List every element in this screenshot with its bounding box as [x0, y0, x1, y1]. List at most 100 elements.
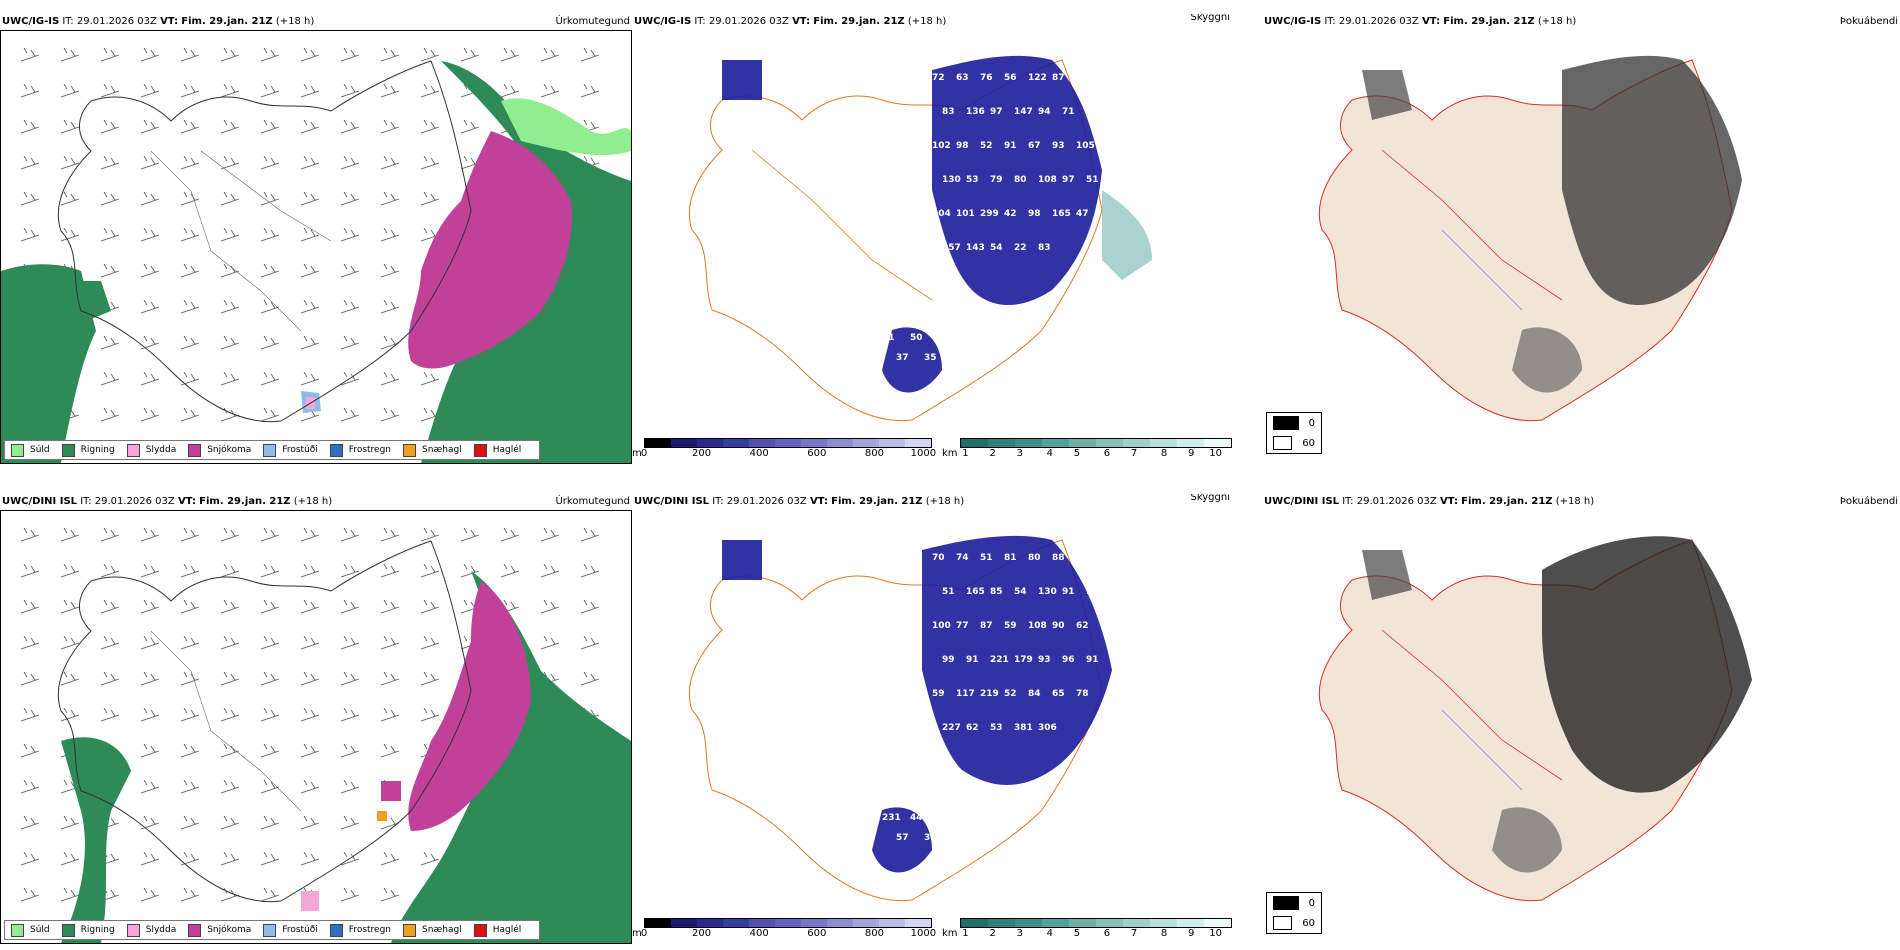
- wind-barb: [180, 227, 200, 242]
- wind-barb: [300, 599, 320, 614]
- cloud-value-label: 56: [1004, 73, 1017, 83]
- lead-time: (+18 h): [907, 16, 947, 27]
- cloud-value-label: 50: [910, 333, 923, 343]
- wind-barb: [20, 635, 40, 650]
- wind-barb: [580, 635, 600, 650]
- wind-barb: [380, 851, 400, 866]
- wind-barb: [20, 83, 40, 98]
- cloud-value-label: 21: [882, 333, 895, 343]
- wind-barb: [60, 527, 80, 542]
- wind-barb: [180, 191, 200, 206]
- wind-barb: [340, 707, 360, 722]
- cloud-value-label: 57: [896, 833, 909, 843]
- fog-key-row: 0: [1267, 413, 1321, 433]
- cloud-value-label: 77: [956, 621, 969, 631]
- legend-item: Snjókoma: [188, 923, 251, 937]
- colorbar-ticks: 1 2 3 4 5 6 7 8 9 10: [962, 928, 1223, 939]
- wind-barb: [300, 527, 320, 542]
- wind-barb: [300, 563, 320, 578]
- wind-barb: [140, 563, 160, 578]
- wind-barb: [380, 47, 400, 62]
- wind-barb: [180, 371, 200, 386]
- wind-barb: [380, 563, 400, 578]
- panel-header: UWC/IG-IS IT: 29.01.2026 03Z VT: Fim. 29…: [634, 14, 1230, 30]
- wind-barb: [100, 155, 120, 170]
- wind-barb: [60, 671, 80, 686]
- wind-barb: [20, 707, 40, 722]
- cloud-value-label: 117: [956, 689, 975, 699]
- wind-barb: [580, 599, 600, 614]
- wind-barb: [20, 671, 40, 686]
- panel-header: UWC/DINI ISL IT: 29.01.2026 03Z VT: Fim.…: [1264, 494, 1898, 510]
- wind-barb: [100, 563, 120, 578]
- cloud-value-label: 91: [1062, 587, 1075, 597]
- wind-barb: [420, 119, 440, 134]
- fog-key-row: 0: [1267, 893, 1321, 913]
- wind-barb: [140, 743, 160, 758]
- wind-barb: [220, 191, 240, 206]
- cloud-value-label: 231: [882, 813, 901, 823]
- wind-barb: [340, 779, 360, 794]
- cloud-value-label: 37: [896, 353, 909, 363]
- cloud-value-label: 165: [1052, 209, 1071, 219]
- wind-barb: [180, 563, 200, 578]
- fog-map-svg: [1318, 55, 1742, 422]
- wind-barb: [380, 407, 400, 422]
- model-label: UWC/IG-IS: [634, 16, 692, 27]
- fog-panel-top: UWC/IG-IS IT: 29.01.2026 03Z VT: Fim. 29…: [1262, 14, 1900, 464]
- cloud-value-label: 47: [1076, 209, 1089, 219]
- wind-barb: [100, 371, 120, 386]
- cloud-value-label: 54: [1014, 587, 1027, 597]
- wind-barb: [180, 635, 200, 650]
- cloud-value-label: 44: [910, 813, 923, 823]
- wind-barb: [220, 779, 240, 794]
- cloud-value-label: 227: [942, 723, 961, 733]
- precip-legend: Súld Rigning Slydda Snjókoma Frostúði Fr…: [4, 440, 541, 460]
- wind-barb: [20, 191, 40, 206]
- colorbar-ticks: 0 200 400 600 800 1000: [640, 928, 937, 939]
- wind-barb: [260, 527, 280, 542]
- wind-barb: [500, 527, 520, 542]
- wind-barb: [100, 671, 120, 686]
- wind-barb: [100, 707, 120, 722]
- wind-barb: [420, 635, 440, 650]
- wind-barb: [20, 815, 40, 830]
- wind-barb: [260, 635, 280, 650]
- wind-barb: [220, 371, 240, 386]
- precip-title: Úrkomutegund: [555, 496, 630, 507]
- cloud-value-label: 85: [990, 587, 1003, 597]
- wind-barb: [220, 299, 240, 314]
- wind-barb: [180, 119, 200, 134]
- cloud-value-label: 108: [1076, 73, 1095, 83]
- wind-barb: [220, 263, 240, 278]
- wind-barb: [460, 527, 480, 542]
- precip-map-svg: [20, 527, 631, 943]
- wind-barb: [300, 335, 320, 350]
- wind-barb: [220, 707, 240, 722]
- wind-barb: [540, 83, 560, 98]
- wind-barb: [380, 887, 400, 902]
- wind-barb: [60, 815, 80, 830]
- wind-barb: [260, 815, 280, 830]
- wind-barb: [300, 635, 320, 650]
- wind-barb: [580, 563, 600, 578]
- wind-barb: [100, 335, 120, 350]
- wind-barb: [140, 371, 160, 386]
- colorbar-unit-m: m: [632, 448, 642, 459]
- wind-barb: [260, 743, 280, 758]
- it-label: IT:: [1342, 496, 1354, 507]
- wind-barb: [100, 527, 120, 542]
- cloud-value-label: 101: [956, 209, 975, 219]
- cloud-map-svg: 70 74 51 81 80 88 87 51 165 85 54 130 91 163 100 77 87 59…: [688, 535, 1112, 902]
- wind-barb: [20, 119, 40, 134]
- fog-key: 0 60: [1266, 892, 1322, 934]
- cloud-value-label: 80: [1014, 175, 1027, 185]
- legend-item: Frostúði: [263, 443, 318, 457]
- wind-barb: [140, 191, 160, 206]
- wind-barb: [180, 527, 200, 542]
- wind-barb: [220, 47, 240, 62]
- wind-barb: [300, 671, 320, 686]
- wind-barb: [180, 815, 200, 830]
- precip-panel-bottom: UWC/DINI ISL IT: 29.01.2026 03Z VT: Fim.…: [0, 494, 632, 944]
- wind-barb: [300, 227, 320, 242]
